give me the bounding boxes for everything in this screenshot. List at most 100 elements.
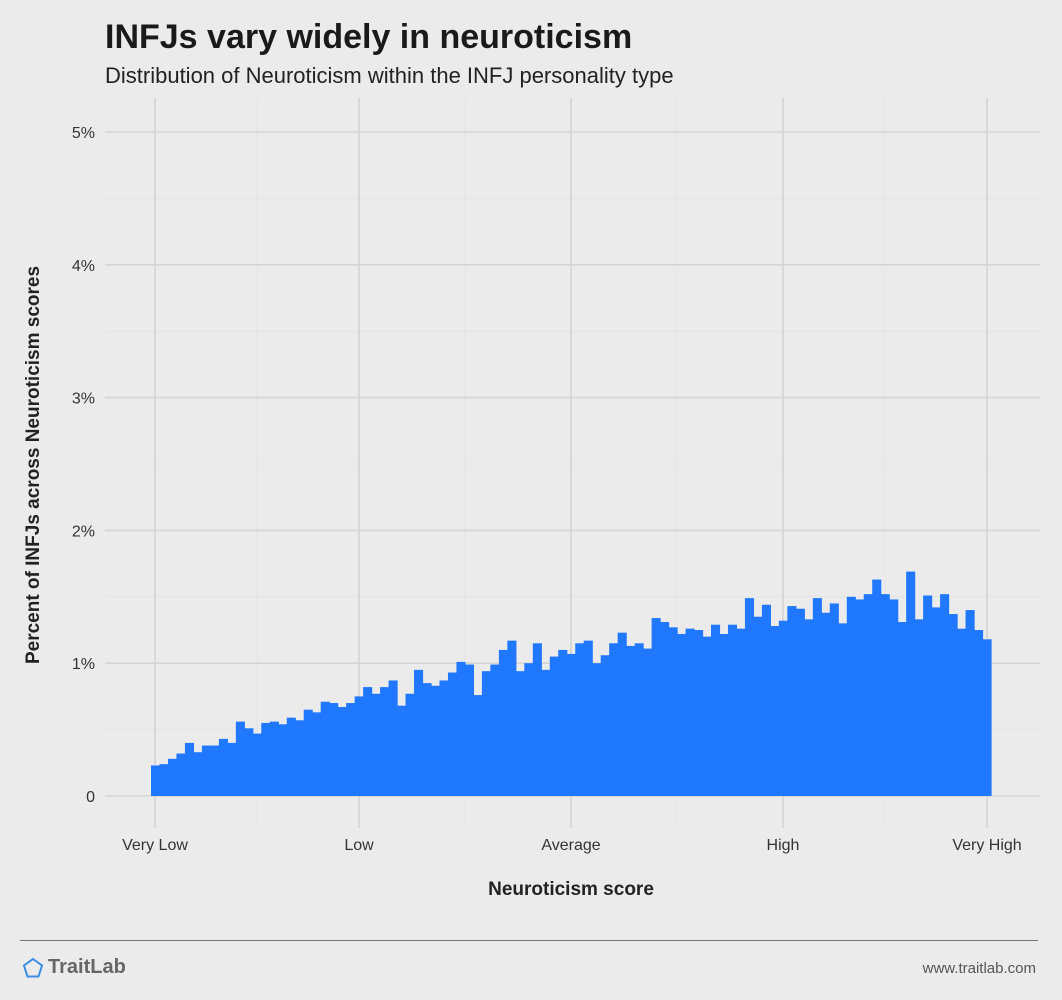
histogram-bar <box>303 709 313 796</box>
histogram-bar <box>167 758 178 796</box>
histogram-bar <box>982 639 992 796</box>
y-axis-label: Percent of INFJs across Neuroticism scor… <box>23 266 44 664</box>
y-tick-label: 5% <box>72 125 95 142</box>
histogram-bar <box>447 672 458 796</box>
histogram-bar <box>193 752 203 796</box>
histogram-bar <box>643 648 653 796</box>
y-tick-label: 4% <box>72 258 95 275</box>
histogram-bar <box>863 594 873 796</box>
histogram-bar <box>965 610 975 796</box>
histogram-bar <box>914 619 924 796</box>
histogram-bar <box>617 632 627 796</box>
histogram-bar <box>600 655 610 796</box>
histogram-bar <box>286 717 296 796</box>
histogram-bar <box>609 643 619 796</box>
y-tick-label: 1% <box>72 656 95 673</box>
histogram-bar <box>694 630 704 796</box>
histogram-bar <box>957 628 967 796</box>
histogram-bar <box>872 579 882 796</box>
histogram-bar <box>295 720 305 796</box>
histogram-bar <box>541 669 551 796</box>
histogram-bar <box>744 598 755 796</box>
histogram-bar <box>380 687 390 796</box>
histogram-bar <box>388 680 398 796</box>
histogram-bar <box>974 630 984 796</box>
histogram-bar <box>210 745 220 796</box>
histogram-bar <box>397 705 407 796</box>
histogram-bar <box>719 633 729 796</box>
histogram-bar <box>736 628 746 796</box>
histogram-bar <box>278 724 288 796</box>
x-tick-label: Very Low <box>122 837 188 854</box>
histogram-bar <box>261 722 271 796</box>
histogram-bar <box>151 765 161 796</box>
histogram-bar <box>897 622 907 796</box>
histogram-bar <box>312 712 322 796</box>
histogram-bar <box>804 619 814 796</box>
histogram-bar <box>431 685 441 796</box>
histogram-bar <box>677 633 687 796</box>
histogram-bar <box>634 643 644 796</box>
x-tick-label: High <box>767 837 800 854</box>
histogram-bar <box>473 695 483 796</box>
histogram-bar <box>940 594 950 796</box>
histogram-bar <box>795 608 805 796</box>
pentagon-icon <box>22 957 44 977</box>
histogram-bar <box>651 618 661 796</box>
bars <box>151 571 992 796</box>
histogram-bar <box>524 663 534 796</box>
histogram-bar <box>592 663 602 796</box>
histogram-bar <box>855 599 865 796</box>
y-tick-label: 3% <box>72 391 95 408</box>
histogram-bar <box>558 649 568 796</box>
histogram-bar <box>626 645 636 796</box>
histogram-bar <box>575 643 585 796</box>
histogram-bar <box>727 624 738 796</box>
histogram-bar <box>320 701 330 796</box>
histogram-bar <box>532 643 542 796</box>
histogram-bar <box>838 623 848 796</box>
histogram-bar <box>252 733 262 796</box>
histogram-bar <box>507 640 517 796</box>
histogram-bar <box>711 624 721 796</box>
histogram-bar <box>363 687 373 796</box>
x-axis-label: Neuroticism score <box>488 879 654 900</box>
histogram-bar <box>702 636 712 796</box>
histogram-bar <box>668 627 678 796</box>
histogram-bar <box>770 626 780 796</box>
histogram-bar <box>490 664 500 796</box>
histogram-bar <box>889 599 899 796</box>
histogram-bar <box>685 628 695 796</box>
histogram-bar <box>439 680 449 796</box>
histogram-bar <box>159 764 169 796</box>
histogram-bar <box>761 604 771 796</box>
y-tick-labels: 0 1% 2% 3% 4% 5% <box>72 125 95 806</box>
histogram-bar <box>821 612 831 796</box>
histogram-bar <box>456 661 466 796</box>
histogram-bar <box>422 683 432 796</box>
site-url[interactable]: www.traitlab.com <box>922 960 1036 977</box>
histogram-bar <box>846 596 856 796</box>
histogram-bar <box>829 603 839 796</box>
histogram-bar <box>201 745 211 796</box>
histogram-bar <box>176 753 186 796</box>
histogram-bar <box>235 721 245 796</box>
histogram-bar <box>880 594 890 796</box>
histogram-bar <box>498 649 508 796</box>
neuroticism-histogram: 0 1% 2% 3% 4% 5% Very Low Low Average High Very H… <box>23 98 1040 900</box>
histogram-bar <box>549 656 559 796</box>
x-tick-labels: Very Low Low Average High Very High <box>122 837 1022 854</box>
brand-logo[interactable]: TraitLab <box>22 956 126 979</box>
histogram-bar <box>931 607 941 796</box>
histogram-bar <box>660 622 670 796</box>
footer-divider <box>20 940 1038 941</box>
histogram-bar <box>346 703 356 796</box>
histogram-bar <box>405 693 415 796</box>
histogram-bar <box>906 571 916 796</box>
histogram-bar <box>464 664 475 796</box>
x-tick-label: Low <box>344 837 374 854</box>
histogram-bar <box>948 614 958 796</box>
brand-name: TraitLab <box>48 956 126 978</box>
histogram-bar <box>244 728 254 796</box>
histogram-bar <box>218 738 228 796</box>
